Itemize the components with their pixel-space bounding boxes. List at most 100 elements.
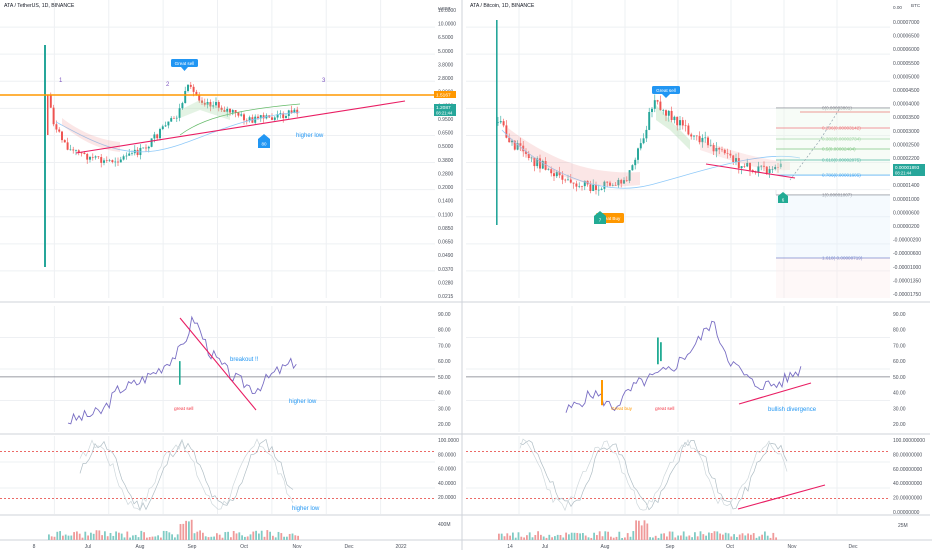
left-volume-bar — [168, 532, 171, 540]
left-ma-line — [55, 111, 301, 153]
right-signal-badge-text: 6 — [782, 198, 785, 203]
left-volume-bar — [258, 533, 260, 540]
candle-body — [673, 116, 676, 121]
left-volume-bar — [50, 536, 53, 540]
left-great-sell-text: Great sell — [175, 61, 195, 66]
right-volume-bar — [523, 537, 525, 540]
left-volume-bar — [87, 535, 89, 540]
candle-body — [198, 95, 201, 101]
left-volume-bar — [269, 531, 271, 540]
right-price-axis-tick: 0.00003500 — [893, 115, 920, 121]
right-volume-bar — [744, 535, 747, 540]
candle-body — [248, 117, 251, 121]
right-volume-bar — [766, 535, 769, 540]
left-volume-bar — [118, 532, 120, 540]
candle-body — [111, 160, 114, 163]
left-chart-title: ATA / TetherUS, 1D, BINANCE — [4, 3, 75, 9]
candle-body — [707, 137, 709, 146]
candle-body — [581, 186, 583, 187]
left-volume-bar — [134, 534, 137, 540]
right-price-axis-tick: 0.00006500 — [893, 34, 920, 40]
left-volume-bar — [137, 537, 140, 540]
candle-body — [206, 102, 209, 105]
left-volume-bar — [174, 537, 176, 540]
candle-body — [550, 169, 553, 174]
right-volume-bar — [610, 536, 612, 540]
right-volume-bar — [573, 532, 576, 540]
candle-body — [527, 153, 530, 158]
candle-body — [220, 107, 223, 110]
candle-body — [749, 163, 751, 171]
left-time-tick: Dec — [345, 544, 354, 550]
left-time-tick: Oct — [240, 544, 248, 550]
candle-body — [676, 116, 679, 126]
candle-body — [623, 180, 625, 184]
right-volume-bar — [722, 534, 724, 540]
right-volume-bar — [680, 535, 682, 540]
fib-level-label: 0.618(0.00002075) — [822, 158, 861, 163]
right-volume-bar — [598, 531, 601, 540]
left-volume-bar — [123, 537, 126, 540]
fib-level-label: 0.236(0.00003142) — [822, 126, 861, 131]
left-volume-bar — [291, 533, 294, 540]
fib-level-label: 1.618(-0.00000719) — [822, 256, 863, 261]
left-time-tick: Aug — [136, 544, 145, 550]
left-price-axis-tick: 0.5000 — [438, 144, 454, 150]
right-price-axis-tick: 0.00001400 — [893, 183, 920, 189]
candle-body — [547, 169, 550, 170]
candle-body — [723, 149, 726, 154]
left-volume-bar — [64, 534, 67, 540]
candle-body — [665, 110, 667, 116]
right-signal-badge — [778, 192, 788, 203]
candle-body — [201, 100, 203, 103]
right-volume-bar — [579, 533, 581, 540]
left-price-axis-tick: 0.0490 — [438, 253, 454, 259]
right-countdown-label: 08:21:44 — [895, 171, 912, 176]
right-volume-bar — [498, 533, 500, 540]
left-rsi-axis-tick: 50.00 — [438, 375, 451, 381]
candle-body — [768, 169, 771, 174]
candle-body — [55, 124, 58, 130]
left-rsi-axis-tick: 70.00 — [438, 343, 451, 349]
candle-body — [276, 114, 279, 118]
candle-body — [243, 114, 245, 121]
right-volume-bar — [738, 534, 741, 540]
right-volume-bar — [582, 533, 584, 540]
right-volume-bar — [540, 534, 542, 540]
candle-body — [58, 129, 61, 132]
candle-body — [72, 149, 75, 151]
right-volume-bar — [719, 533, 721, 540]
candle-body — [564, 179, 567, 181]
left-volume-bar — [70, 535, 73, 540]
right-volume-bar — [556, 534, 559, 540]
right-volume-bar — [526, 535, 528, 540]
left-time-tick: 2022 — [395, 544, 406, 550]
candle-body — [136, 149, 139, 156]
right-price-axis-tick: 0.00004500 — [893, 88, 920, 94]
right-price-axis-tick: 0.00005000 — [893, 74, 920, 80]
left-great-sell-pointer — [181, 67, 188, 71]
left-volume-bar — [297, 535, 299, 540]
candle-body — [522, 145, 525, 152]
right-volume-bar — [741, 533, 744, 540]
right-volume-bar — [736, 537, 738, 540]
left-volume-bar — [272, 535, 274, 540]
left-volume-bar — [193, 533, 196, 540]
right-great-sell-pointer — [662, 94, 670, 98]
candle-body — [150, 138, 153, 147]
right-volume-bar — [554, 536, 556, 540]
right-volume-bar — [626, 533, 629, 540]
left-stoch-higher-low-label: higher low — [292, 506, 320, 512]
left-volume-bar — [196, 531, 199, 540]
candle-body — [63, 140, 66, 143]
candle-body — [271, 117, 273, 120]
candle-body — [656, 100, 659, 102]
right-rsi-axis-tick: 30.00 — [893, 406, 906, 412]
right-price-axis-tick: -0.00001350 — [893, 278, 921, 284]
right-volume-bar — [635, 520, 637, 540]
right-volume-bar — [682, 531, 685, 540]
left-volume-bar — [48, 534, 50, 540]
candle-body — [114, 161, 117, 163]
left-price-axis-tick: 0.1100 — [438, 212, 453, 218]
candle-body — [592, 184, 595, 192]
